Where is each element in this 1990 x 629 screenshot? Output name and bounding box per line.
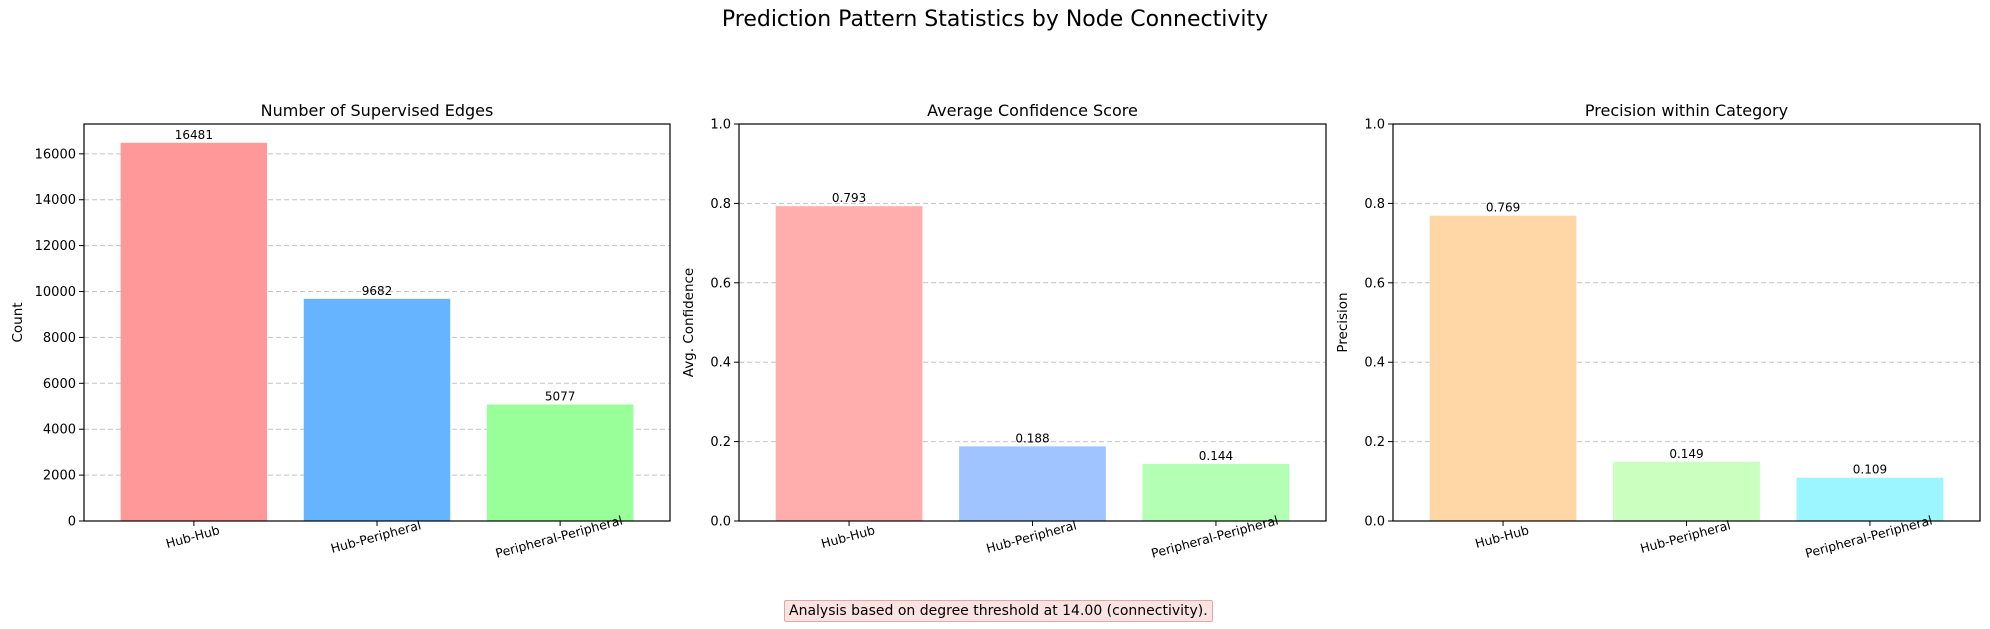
y-tick-label: 0.0 xyxy=(710,515,731,530)
axes-frame xyxy=(738,123,1327,522)
figure-title: Prediction Pattern Statistics by Node Co… xyxy=(722,7,1268,32)
bar-value-label: 0.144 xyxy=(1199,449,1233,463)
bar-value-label: 0.769 xyxy=(1486,201,1520,215)
chart-panel-3: 0.769Hub-Hub0.149Hub-Peripheral0.109Peri… xyxy=(1335,101,1981,561)
bar-value-label: 0.149 xyxy=(1669,447,1703,461)
bar-1 xyxy=(1429,215,1577,521)
y-tick-label: 10000 xyxy=(35,285,76,300)
bar-value-label: 0.188 xyxy=(1015,431,1049,445)
y-tick-label: 1.0 xyxy=(710,118,731,133)
category-label: Hub-Hub xyxy=(164,522,221,551)
y-tick-label: 4000 xyxy=(43,423,76,438)
y-tick-label: 14000 xyxy=(35,193,76,208)
bar-3 xyxy=(1796,477,1944,521)
panel-title: Number of Supervised Edges xyxy=(261,101,494,120)
chart-panel-2: 0.793Hub-Hub0.188Hub-Peripheral0.144Peri… xyxy=(681,101,1327,561)
bar-2 xyxy=(959,446,1106,521)
y-tick-label: 0.8 xyxy=(1364,197,1385,212)
y-tick-label: 1.0 xyxy=(1364,118,1385,133)
y-tick-label: 0.6 xyxy=(710,276,731,291)
y-tick-label: 2000 xyxy=(43,469,76,484)
category-label: Hub-Hub xyxy=(1473,522,1530,551)
bar-3 xyxy=(1142,463,1290,521)
category-label: Hub-Peripheral xyxy=(1638,517,1732,556)
y-tick-label: 12000 xyxy=(35,239,76,254)
y-tick-label: 0.6 xyxy=(1364,276,1385,291)
bar-3 xyxy=(486,404,634,521)
y-axis-label: Avg. Confidence xyxy=(681,268,697,378)
chart-panels: 16481Hub-Hub9682Hub-Peripheral5077Periph… xyxy=(10,101,1981,561)
y-tick-label: 0.2 xyxy=(1364,435,1385,450)
y-axis-label: Count xyxy=(10,302,26,342)
y-tick-label: 0.2 xyxy=(710,435,731,450)
chart-panel-1: 16481Hub-Hub9682Hub-Peripheral5077Periph… xyxy=(10,101,671,561)
bar-value-label: 9682 xyxy=(362,284,393,298)
y-tick-label: 0.4 xyxy=(1364,356,1385,371)
y-tick-label: 0.8 xyxy=(710,197,731,212)
axes-frame xyxy=(83,123,671,522)
y-tick-label: 8000 xyxy=(43,331,76,346)
y-tick-label: 0.0 xyxy=(1364,515,1385,530)
y-tick-label: 6000 xyxy=(43,377,76,392)
category-label: Hub-Hub xyxy=(819,522,876,551)
bar-1 xyxy=(120,142,268,522)
bar-2 xyxy=(303,298,451,521)
bar-value-label: 5077 xyxy=(545,389,576,403)
y-axis-label: Precision xyxy=(1335,292,1351,352)
bar-value-label: 0.793 xyxy=(832,191,866,205)
axes-frame xyxy=(1392,123,1981,522)
panel-title: Precision within Category xyxy=(1585,101,1788,120)
panel-title: Average Confidence Score xyxy=(927,101,1138,120)
analysis-footnote: Analysis based on degree threshold at 14… xyxy=(784,600,1213,622)
analysis-footnote-text: Analysis based on degree threshold at 14… xyxy=(789,603,1208,619)
bar-1 xyxy=(775,206,923,521)
y-tick-label: 0 xyxy=(68,515,76,530)
bar-value-label: 0.109 xyxy=(1853,463,1887,477)
y-tick-label: 0.4 xyxy=(710,356,731,371)
bar-value-label: 16481 xyxy=(175,128,213,142)
y-tick-label: 16000 xyxy=(35,147,76,162)
category-label: Hub-Peripheral xyxy=(329,517,423,556)
bar-2 xyxy=(1613,461,1760,521)
category-label: Hub-Peripheral xyxy=(984,517,1078,556)
